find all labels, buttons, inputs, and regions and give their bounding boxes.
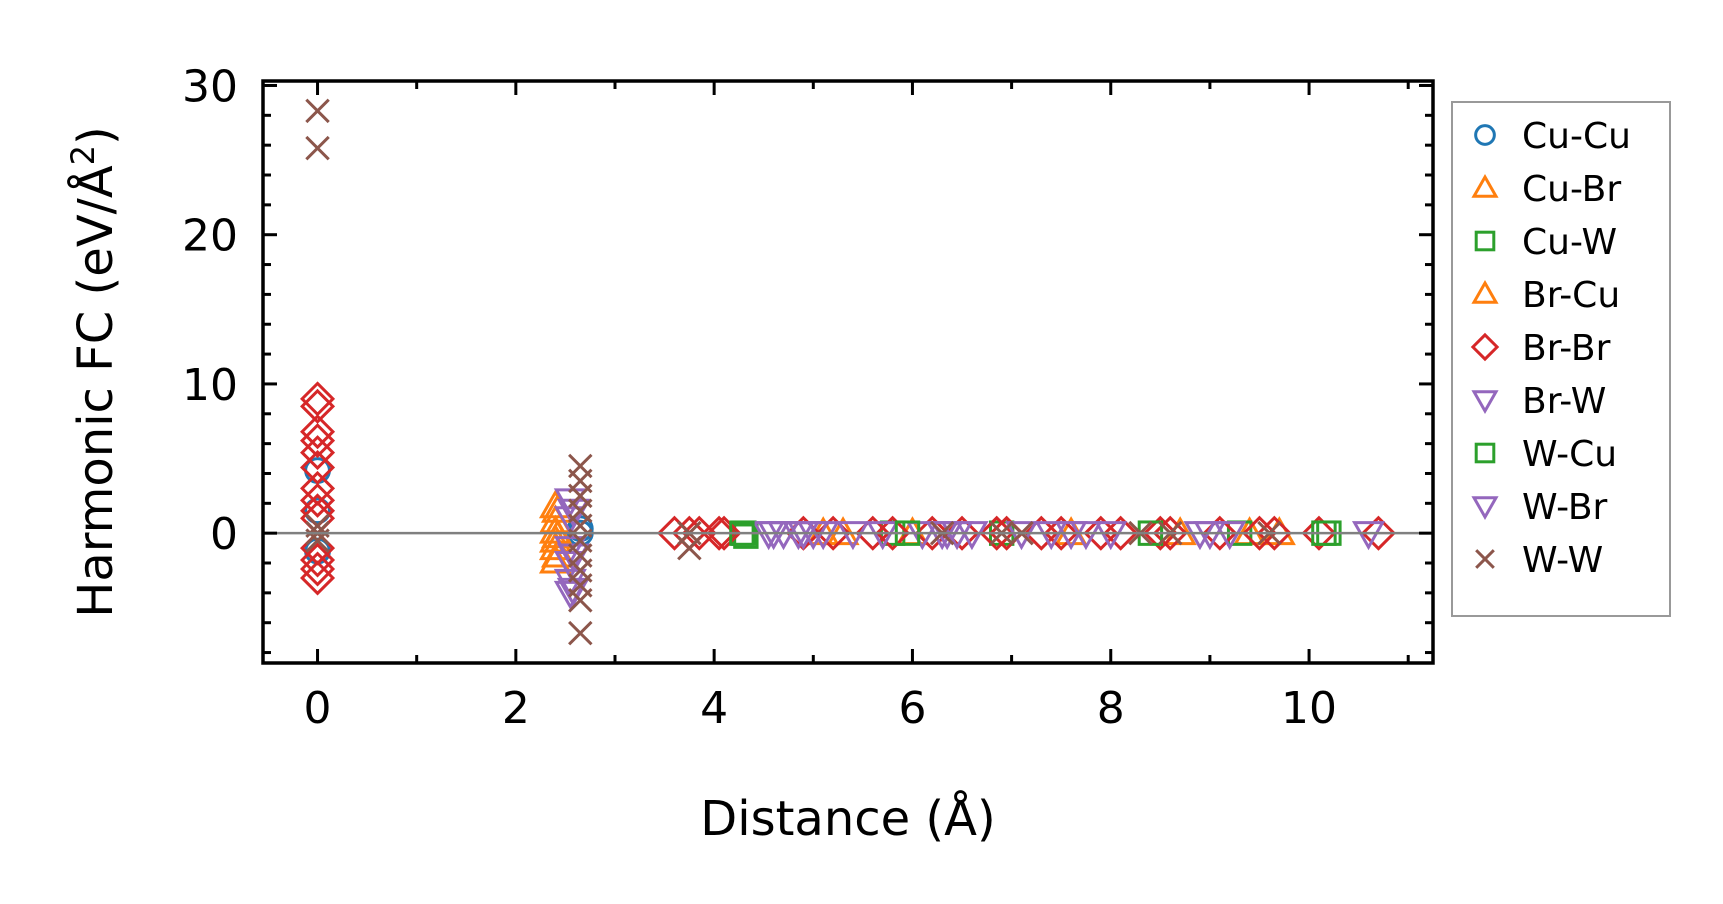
data-point xyxy=(1043,515,1079,551)
x-axis-label: Distance (Å) xyxy=(700,790,995,847)
legend: Cu-Cu Cu-Br Cu-W Br-Cu Br-Br Br-W W-Cu W-Br W-W xyxy=(1451,101,1671,617)
data-point xyxy=(757,521,791,551)
data-point xyxy=(300,482,336,518)
x-tick-label: 6 xyxy=(898,683,926,734)
x-icon xyxy=(1475,549,1495,569)
axis-ticks xyxy=(263,81,1433,663)
data-point xyxy=(300,435,336,471)
data-point xyxy=(1213,521,1247,551)
legend-label: Br-W xyxy=(1522,381,1606,422)
triangle-up-icon xyxy=(1471,279,1499,304)
series-w-br xyxy=(556,498,1227,607)
data-point xyxy=(305,135,330,161)
data-point xyxy=(677,535,702,561)
data-point xyxy=(914,515,950,551)
plot-frame xyxy=(261,79,1435,665)
data-point xyxy=(1193,521,1227,551)
y-tick-label: 10 xyxy=(182,360,238,411)
legend-entry: W-Cu xyxy=(1474,434,1617,475)
data-point xyxy=(304,497,331,525)
y-tick-label: 0 xyxy=(210,509,238,560)
data-point xyxy=(925,521,959,551)
triangle-down-icon xyxy=(1471,390,1499,415)
data-point xyxy=(568,620,593,646)
data-point xyxy=(1034,521,1068,551)
data-point xyxy=(1360,515,1396,551)
data-point xyxy=(300,560,336,596)
data-point xyxy=(1142,515,1178,551)
x-tick-labels: 0 2 4 6 8 10 xyxy=(304,683,1338,734)
legend-entry: Br-Cu xyxy=(1471,275,1620,316)
y-tick-labels: 0 10 20 30 xyxy=(182,61,238,560)
data-point xyxy=(300,414,336,450)
data-point xyxy=(300,388,336,424)
triangle-up-icon xyxy=(1471,173,1499,198)
legend-label: W-Br xyxy=(1522,487,1608,528)
data-point xyxy=(806,521,840,551)
legend-entry: Cu-Br xyxy=(1471,169,1621,210)
data-point xyxy=(786,521,820,551)
data-point xyxy=(305,98,330,124)
x-tick-label: 10 xyxy=(1281,683,1337,734)
data-point xyxy=(905,521,939,551)
data-point xyxy=(1004,521,1039,551)
series-w-w xyxy=(305,98,1282,646)
square-icon xyxy=(1474,230,1496,252)
legend-entry: W-Br xyxy=(1471,487,1608,528)
legend-entry: Br-W xyxy=(1471,381,1606,422)
legend-label: Cu-Br xyxy=(1522,169,1621,210)
legend-entry: W-W xyxy=(1475,540,1603,581)
data-point xyxy=(836,521,870,551)
data-point xyxy=(826,516,860,546)
data-point xyxy=(1241,515,1278,551)
legend-entry: Cu-Cu xyxy=(1474,116,1631,157)
y-axis-label: Harmonic FC (eV/Å2) xyxy=(64,126,124,618)
legend-label: Br-Br xyxy=(1522,328,1611,369)
x-tick-label: 2 xyxy=(502,683,530,734)
data-point xyxy=(1069,521,1103,551)
data-marks xyxy=(300,98,1396,646)
x-tick-label: 0 xyxy=(304,683,332,734)
data-point xyxy=(1351,521,1386,551)
x-tick-label: 4 xyxy=(700,683,728,734)
triangle-down-icon xyxy=(1471,496,1499,521)
data-point xyxy=(1094,521,1128,551)
legend-label: Br-Cu xyxy=(1522,275,1620,316)
y-tick-label: 30 xyxy=(182,61,238,112)
data-point xyxy=(866,521,900,551)
legend-label: Cu-Cu xyxy=(1522,116,1631,157)
data-point xyxy=(1301,515,1337,551)
data-point xyxy=(1152,515,1188,551)
square-icon xyxy=(1474,442,1496,464)
legend-entry: Cu-W xyxy=(1474,222,1617,263)
diamond-icon xyxy=(1470,332,1500,362)
y-tick-label: 20 xyxy=(182,211,238,262)
legend-entry: Br-Br xyxy=(1470,328,1611,369)
series-br-br xyxy=(300,381,1396,596)
legend-label: W-Cu xyxy=(1522,434,1617,475)
data-point xyxy=(300,423,336,459)
legend-label: Cu-W xyxy=(1522,222,1617,263)
legend-label: W-W xyxy=(1522,540,1603,581)
data-point xyxy=(300,551,336,587)
data-point xyxy=(955,521,989,551)
data-point xyxy=(875,515,911,551)
data-point xyxy=(300,542,336,578)
circle-icon xyxy=(1474,124,1496,146)
data-point xyxy=(752,521,786,551)
x-tick-label: 8 xyxy=(1097,683,1125,734)
data-point xyxy=(1103,515,1139,551)
data-point xyxy=(706,515,742,551)
data-point xyxy=(568,588,593,613)
